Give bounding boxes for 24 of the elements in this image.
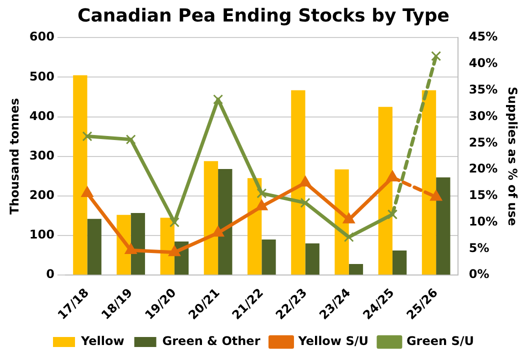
y-axis-title: Thousand tonnes [7, 98, 22, 215]
y2-tick-label: 5% [468, 240, 490, 255]
y2-tick-label: 35% [468, 82, 498, 97]
y2-tick-label: 45% [468, 30, 498, 44]
y2-tick-label: 25% [468, 135, 498, 150]
legend-label: Green S/U [406, 334, 474, 348]
legend-label: Yellow [80, 334, 124, 348]
chart-title: Canadian Pea Ending Stocks by Type [78, 5, 450, 26]
y2-tick-label: 40% [468, 56, 498, 70]
y-tick-label: 600 [29, 30, 54, 44]
y-tick-label: 300 [29, 148, 54, 162]
y2-tick-label: 20% [468, 162, 498, 176]
y-tick-label: 0 [46, 267, 54, 282]
legend-label: Yellow S/U [297, 334, 368, 348]
y2-tick-label: 15% [468, 188, 498, 202]
y2-axis-title: Supplies as % of use [506, 86, 520, 226]
y2-tick-label: 30% [468, 108, 498, 123]
legend-label: Green & Other [162, 334, 260, 348]
y2-tick-label: 10% [468, 214, 498, 228]
y-tick-label: 500 [29, 69, 54, 84]
y-tick-label: 200 [29, 188, 54, 202]
y-tick-label: 400 [29, 108, 54, 123]
y-tick-label: 100 [29, 228, 54, 242]
y2-tick-label: 0% [468, 267, 490, 282]
